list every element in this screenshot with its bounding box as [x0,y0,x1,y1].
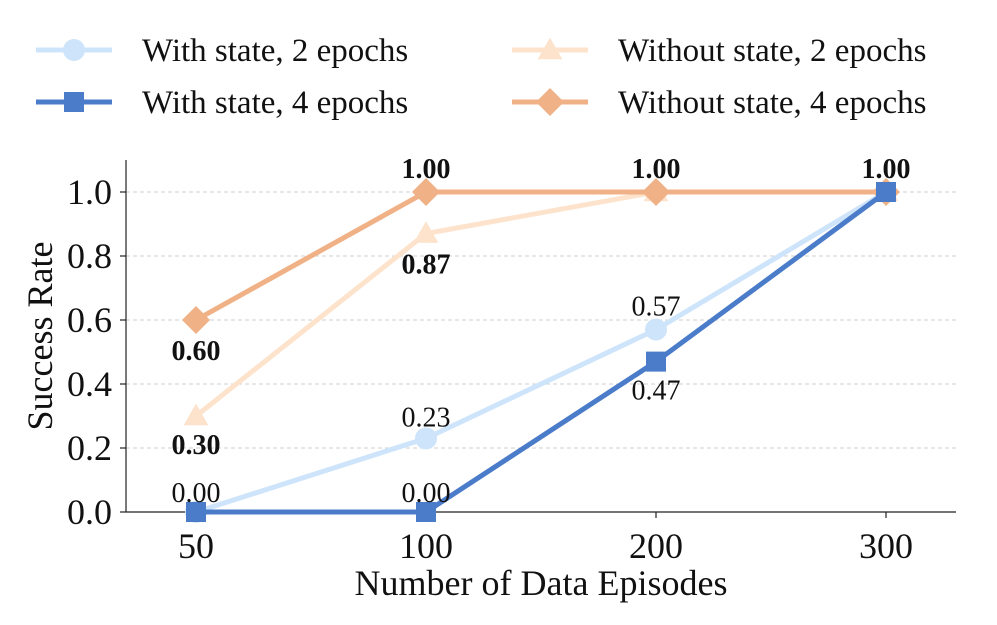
legend-label: Without state, 2 epochs [618,33,926,69]
series-without-state-2-epochs [183,179,899,426]
y-tick-label: 0.4 [67,364,112,404]
data-point-marker [415,427,437,450]
legend-marker [64,92,84,112]
data-point-marker [182,306,210,334]
data-label: 0.00 [172,478,221,509]
legend-label: Without state, 4 epochs [618,85,926,121]
data-labels: 0.00 0.23 0.57 0.00 0.47 0.30 0.87 0.60 1.00 1.00… [172,154,911,509]
x-tick-label: 100 [399,526,453,566]
legend-item: With state, 4 epochs [36,85,408,121]
legend-marker [536,88,564,116]
data-point-marker [876,182,896,202]
x-axis-label: Number of Data Episodes [355,563,728,603]
data-point-marker [642,178,670,206]
y-tick-label: 1.0 [67,172,112,212]
y-tick-label: 0.2 [67,428,112,468]
data-point-marker [416,502,436,522]
data-point-marker [412,178,440,206]
legend-item: With state, 2 epochs [36,33,408,69]
data-label: 0.87 [402,250,451,281]
x-tick-label: 300 [859,526,913,566]
data-point-marker [413,221,439,243]
series-with-state-4-epochs [186,182,896,522]
legend-marker [63,39,85,61]
x-tick-label: 200 [629,526,683,566]
y-tick-label: 0.0 [67,492,112,532]
legend-item: Without state, 4 epochs [512,85,926,121]
data-point-marker [186,502,206,522]
data-label: 0.47 [632,376,681,407]
series-line [196,189,888,515]
data-label: 0.57 [632,292,681,323]
legend: With state, 2 epochs With state, 4 epochs… [36,33,926,121]
data-label: 0.60 [172,336,221,367]
data-label: 1.00 [862,154,911,185]
legend-label: With state, 4 epochs [142,85,408,121]
data-point-marker [183,403,209,426]
series-without-state-4-epochs [182,178,900,334]
series-line [194,189,886,323]
series-line [195,189,888,515]
data-label: 0.23 [402,402,451,433]
axes: 0.0 0.2 0.4 0.6 0.8 1.0 50 100 200 300 [67,160,956,566]
y-tick-label: 0.6 [67,300,112,340]
data-point-marker [646,351,666,372]
data-point-marker [645,318,667,341]
legend-item: Without state, 2 epochs [512,33,926,69]
series-lines [182,178,900,523]
data-label: 0.30 [172,430,221,461]
x-tick-label: 50 [178,526,214,566]
legend-marker [537,37,563,60]
data-label: 0.00 [402,478,451,509]
data-label: 1.00 [402,154,451,185]
y-tick-label: 0.8 [67,236,112,276]
y-axis-label: Success Rate [20,242,60,431]
legend-label: With state, 2 epochs [142,33,408,69]
data-label: 1.00 [632,154,681,185]
series-with-state-2-epochs [185,181,897,523]
